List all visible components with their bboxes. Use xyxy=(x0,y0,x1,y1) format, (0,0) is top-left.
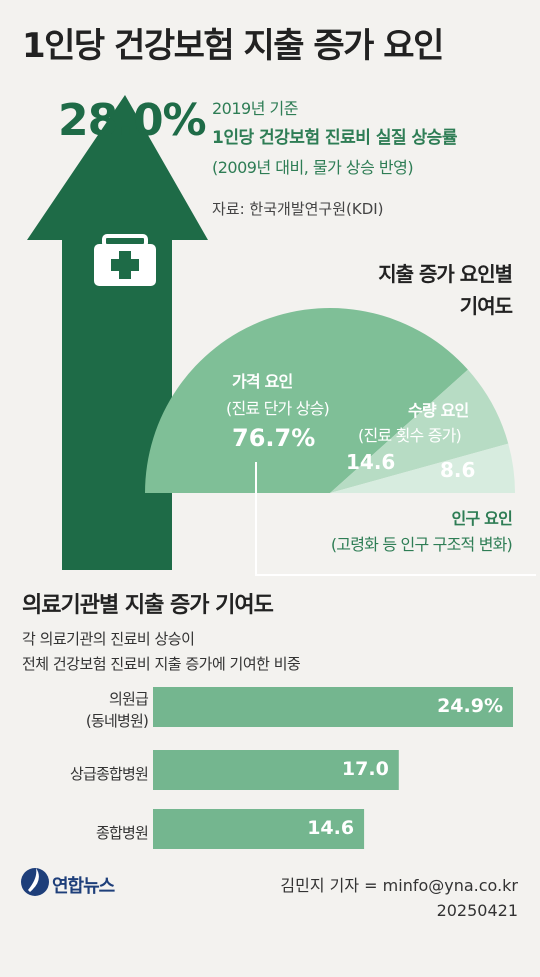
pie-value-population: 8.6 xyxy=(440,458,476,482)
growth-arrow xyxy=(27,95,208,570)
bar-desc-line1: 각 의료기관의 진료비 상승이 xyxy=(22,630,195,648)
bar-clinic xyxy=(153,687,513,727)
data-source: 자료: 한국개발연구원(KDI) xyxy=(212,200,384,218)
bar-tertiary-hospital xyxy=(153,750,399,790)
publish-date: 20250421 xyxy=(436,901,518,920)
bar-category-general: 종합병원 xyxy=(95,824,149,842)
bar-tertiary-hospital-value: 17.0 xyxy=(341,758,389,780)
leader-line xyxy=(255,462,536,576)
page-title: 1인당 건강보험 지출 증가 요인 xyxy=(22,26,444,66)
pie-chart xyxy=(145,308,515,493)
credit: 김민지 기자 = minfo@yna.co.kr 20250421 xyxy=(280,873,518,923)
pie-section-title: 지출 증가 요인별 기여도 xyxy=(378,258,513,322)
pie-value-price: 76.7% xyxy=(232,424,316,452)
growth-rate-value: 28.0% xyxy=(58,95,207,146)
bar-general-hospital-value: 14.6 xyxy=(307,817,355,839)
byline: 김민지 기자 = minfo@yna.co.kr xyxy=(280,876,518,895)
pie-sublabel-population: (고령화 등 인구 구조적 변화) xyxy=(330,535,513,554)
pie-value-quantity: 14.6 xyxy=(346,450,396,474)
medical-kit-icon xyxy=(94,234,156,286)
bar-clinic-value: 24.9% xyxy=(437,695,503,717)
bar-general-hospital xyxy=(153,809,365,849)
pie-label-population: 인구 요인 xyxy=(451,509,513,528)
bar-section-title: 의료기관별 지출 증가 기여도 xyxy=(22,593,274,618)
note-main: 1인당 건강보험 진료비 실질 상승률 xyxy=(212,128,457,148)
note-year: 2019년 기준 xyxy=(212,99,298,118)
pie-slice-population xyxy=(330,443,515,493)
note-basis: (2009년 대비, 물가 상승 반영) xyxy=(212,158,414,177)
pie-label-quantity: 수량 요인 xyxy=(408,401,469,420)
pie-slice-price xyxy=(145,308,468,493)
bar-category-clinic: 의원급 (동네병원) xyxy=(8,688,149,732)
yonhap-logo-text: 연합뉴스 xyxy=(52,876,115,897)
yonhap-logo-icon xyxy=(21,868,49,896)
pie-sublabel-price: (진료 단가 상승) xyxy=(226,399,330,418)
bar-chart xyxy=(153,687,513,849)
pie-title-line1: 지출 증가 요인별 xyxy=(378,262,513,286)
pie-label-price: 가격 요인 xyxy=(232,372,293,391)
bar-category-clinic-line2: (동네병원) xyxy=(85,712,149,730)
bar-category-clinic-line1: 의원급 xyxy=(108,690,149,708)
bar-desc-line2: 전체 건강보험 진료비 지출 증가에 기여한 비중 xyxy=(22,655,301,673)
pie-sublabel-quantity: (진료 횟수 증가) xyxy=(358,426,462,445)
pie-title-line2: 기여도 xyxy=(459,294,513,318)
pie-slice-quantity xyxy=(330,369,509,493)
bar-category-tertiary: 상급종합병원 xyxy=(69,765,149,783)
